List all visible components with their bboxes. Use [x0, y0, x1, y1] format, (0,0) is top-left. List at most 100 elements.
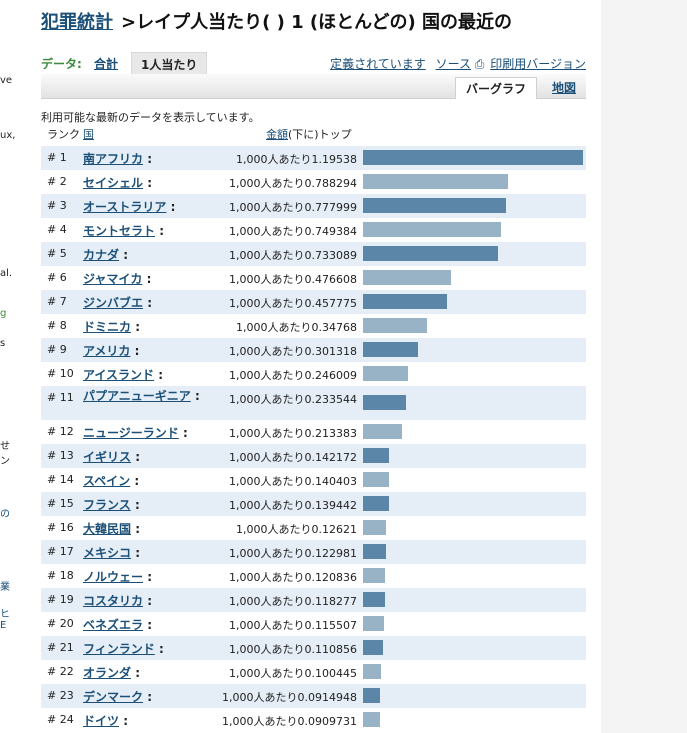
amount-value: 1,000人あたり1.19538	[236, 153, 357, 166]
amount-value: 1,000人あたり0.139442	[229, 499, 357, 512]
header-country-link[interactable]: 国	[83, 128, 94, 141]
country-link[interactable]: ジャマイカ	[83, 272, 143, 286]
value-bar	[363, 366, 408, 381]
table-row: # 15 フランス : 1,000人あたり0.139442	[41, 492, 586, 516]
country-link[interactable]: ドミニカ	[83, 320, 132, 334]
print-version-link[interactable]: 印刷用バージョン	[490, 57, 586, 71]
rank-label: # 22	[47, 665, 74, 678]
country-link[interactable]: モントセラト	[83, 224, 156, 238]
country-link[interactable]: 南アフリカ	[83, 152, 144, 166]
amount-value: 1,000人あたり0.0914948	[222, 691, 357, 704]
rank-label: # 4	[47, 223, 67, 236]
table-row: # 9 アメリカ : 1,000人あたり0.301318	[41, 338, 586, 362]
country-link[interactable]: デンマーク	[83, 690, 144, 704]
country-cell: ドイツ :	[83, 714, 128, 728]
left-cutoff-text: ve	[0, 75, 13, 86]
country-link[interactable]: ベネズエラ	[83, 618, 144, 632]
country-cell: フィンランド :	[83, 642, 164, 656]
table-row: # 5 カナダ : 1,000人あたり0.733089	[41, 242, 586, 266]
country-cell: デンマーク :	[83, 690, 152, 704]
table-row: # 24 ドイツ : 1,000人あたり0.0909731	[41, 708, 586, 732]
country-link[interactable]: メキシコ	[83, 546, 132, 560]
country-link[interactable]: アメリカ	[83, 344, 131, 358]
country-cell: ベネズエラ :	[83, 618, 152, 632]
amount-value: 1,000人あたり0.0909731	[222, 715, 357, 728]
site-brand-link[interactable]: 犯罪統計	[41, 12, 113, 33]
country-link[interactable]: オランダ	[83, 666, 132, 680]
country-link[interactable]: オーストラリア	[83, 200, 167, 214]
country-link[interactable]: アイスランド	[83, 368, 155, 382]
ranking-table: # 1 南アフリカ : 1,000人あたり1.19538 # 2 セイシェル : 1,00…	[41, 146, 586, 732]
left-cutoff-text: al.	[0, 268, 13, 279]
table-row: # 8 ドミニカ : 1,000人あたり0.34768	[41, 314, 586, 338]
country-link[interactable]: ドイツ	[83, 714, 120, 728]
table-row: # 6 ジャマイカ : 1,000人あたり0.476608	[41, 266, 586, 290]
header-rank: ランク	[47, 128, 80, 141]
table-row: # 3 オーストラリア : 1,000人あたり0.777999	[41, 194, 586, 218]
country-link[interactable]: スペイン	[83, 474, 131, 488]
value-bar	[363, 520, 386, 535]
left-cutoff-text: ux,	[0, 130, 16, 141]
amount-value: 1,000人あたり0.457775	[229, 297, 357, 310]
value-bar	[363, 246, 498, 261]
amount-value: 1,000人あたり0.118277	[229, 595, 357, 608]
rank-label: # 17	[47, 545, 74, 558]
amount-value: 1,000人あたり0.213383	[229, 427, 357, 440]
table-row: # 4 モントセラト : 1,000人あたり0.749384	[41, 218, 586, 242]
country-cell: フランス :	[83, 498, 140, 512]
country-cell: モントセラト :	[83, 224, 164, 238]
value-bar	[363, 688, 380, 703]
country-link[interactable]: 大韓民国	[83, 522, 132, 536]
country-cell: アメリカ :	[83, 344, 140, 358]
amount-value: 1,000人あたり0.142172	[229, 451, 357, 464]
tab-map[interactable]: 地図	[551, 81, 576, 95]
table-row: # 16 大韓民国 : 1,000人あたり0.12621	[41, 516, 586, 540]
value-bar	[363, 640, 383, 655]
country-cell: イギリス :	[83, 450, 140, 464]
country-link[interactable]: カナダ	[83, 248, 120, 262]
country-link[interactable]: コスタリカ	[83, 594, 144, 608]
left-cutoff-text: ヒ	[0, 609, 10, 620]
country-link[interactable]: フランス	[83, 498, 131, 512]
value-bar	[363, 318, 427, 333]
left-cutoff-text: 業	[0, 582, 10, 593]
country-cell: ドミニカ :	[83, 320, 140, 334]
rank-label: # 12	[47, 425, 74, 438]
value-bar	[363, 592, 385, 607]
country-link[interactable]: パプアニューギニア	[83, 389, 191, 403]
amount-value: 1,000人あたり0.233544	[229, 393, 357, 406]
value-bar	[363, 294, 447, 309]
country-cell: オーストラリア :	[83, 200, 176, 214]
left-cutoff-text: ン	[0, 456, 10, 467]
left-cutoff-text: E	[0, 620, 7, 631]
left-cutoff-strip: ve ux, al. g s せンの業ヒ E	[0, 0, 16, 733]
table-row: # 21 フィンランド : 1,000人あたり0.110856	[41, 636, 586, 660]
amount-value: 1,000人あたり0.120836	[229, 571, 357, 584]
tab-total[interactable]: 合計	[94, 57, 119, 71]
country-cell: パプアニューギニア :	[83, 389, 200, 403]
country-link[interactable]: ニュージーランド	[83, 426, 179, 440]
rank-label: # 13	[47, 449, 74, 462]
country-link[interactable]: セイシェル	[83, 176, 144, 190]
data-note: 利用可能な最新のデータを表示しています。	[41, 111, 260, 124]
tab-bar-graph[interactable]: バーグラフ	[454, 77, 537, 99]
amount-value: 1,000人あたり0.246009	[229, 369, 357, 382]
rank-label: # 3	[47, 199, 67, 212]
country-link[interactable]: ノルウェー	[83, 570, 144, 584]
country-link[interactable]: フィンランド	[83, 642, 155, 656]
country-link[interactable]: ジンバブエ	[83, 296, 144, 310]
left-cutoff-text: の	[0, 509, 10, 520]
amount-value: 1,000人あたり0.110856	[229, 643, 357, 656]
value-bar	[363, 664, 381, 679]
table-row: # 2 セイシェル : 1,000人あたり0.788294	[41, 170, 586, 194]
amount-value: 1,000人あたり0.12621	[236, 523, 357, 536]
tab-per-capita[interactable]: 1人当たり	[131, 52, 208, 77]
rank-label: # 10	[47, 367, 74, 380]
right-gutter	[601, 0, 687, 733]
header-amount-link[interactable]: 金額	[266, 128, 288, 141]
definition-link[interactable]: 定義されています	[330, 57, 426, 71]
source-link[interactable]: ソース	[435, 57, 471, 71]
country-link[interactable]: イギリス	[83, 450, 132, 464]
table-row: # 19 コスタリカ : 1,000人あたり0.118277	[41, 588, 586, 612]
country-cell: ジャマイカ :	[83, 272, 152, 286]
